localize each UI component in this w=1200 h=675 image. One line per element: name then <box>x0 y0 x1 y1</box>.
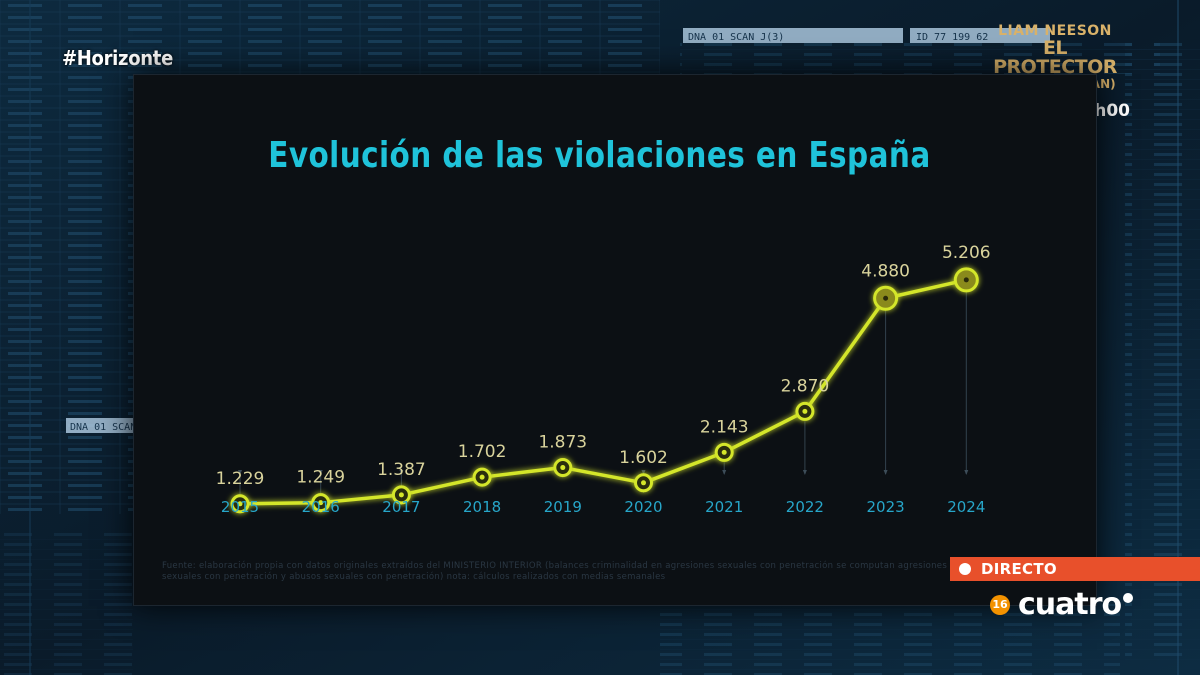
promo-title: EL PROTECTOR <box>993 37 1117 78</box>
channel-name: cuatro <box>1018 587 1122 622</box>
drop-line-arrow-icon <box>318 470 323 475</box>
live-dot-icon <box>959 563 971 575</box>
age-rating-badge: 16 <box>990 594 1010 615</box>
x-tick-label: 2021 <box>705 498 743 516</box>
data-point-center <box>963 277 969 283</box>
scan-label-left: DNA 01 SCAN <box>70 422 136 433</box>
value-label: 1.873 <box>538 433 587 453</box>
data-point-center <box>237 501 243 507</box>
chart-title: Evolución de las violaciones en España <box>268 135 931 176</box>
x-tick-label: 2024 <box>947 498 985 516</box>
value-label: 1.602 <box>619 448 668 468</box>
value-label: 5.206 <box>942 243 991 263</box>
value-label: 2.143 <box>700 417 749 437</box>
data-point-center <box>398 492 404 498</box>
x-tick-label: 2015 <box>221 498 259 516</box>
data-point-center <box>318 500 324 506</box>
x-tick-label: 2023 <box>867 498 905 516</box>
value-label: 2.870 <box>781 376 830 396</box>
data-point-center <box>479 474 485 480</box>
data-point-center <box>641 480 646 486</box>
chart-panel <box>133 74 1097 606</box>
x-tick-label: 2020 <box>624 498 662 516</box>
data-point-center <box>560 465 566 471</box>
drop-line-arrow-icon <box>399 470 404 475</box>
value-label: 1.702 <box>458 442 507 462</box>
promo-actor: LIAM NEESON <box>998 23 1112 39</box>
x-tick-label: 2016 <box>302 498 340 516</box>
source-note: Fuente: elaboración propia con datos ori… <box>162 561 948 582</box>
x-tick-label: 2017 <box>382 498 420 516</box>
drop-line-arrow-icon <box>883 470 888 475</box>
program-hashtag: #Horizonte <box>62 46 173 70</box>
value-label: 1.249 <box>296 468 345 488</box>
data-point-center <box>721 449 727 455</box>
live-indicator: DIRECTO <box>950 557 1200 581</box>
x-tick-label: 2019 <box>544 498 582 516</box>
value-label: 4.880 <box>861 261 910 281</box>
live-label: DIRECTO <box>981 560 1057 578</box>
series-line <box>239 278 967 506</box>
data-point-center <box>883 295 889 301</box>
drop-line-arrow-icon <box>964 470 969 475</box>
scan-label: DNA 01 SCAN J(3) <box>688 32 784 43</box>
id-label: ID 77 199 62 <box>916 32 988 43</box>
x-tick-label: 2018 <box>463 498 501 516</box>
channel-logo: 16 cuatro <box>990 587 1134 622</box>
value-label: 1.387 <box>377 460 426 480</box>
drop-line-arrow-icon <box>641 470 646 475</box>
drop-line-arrow-icon <box>802 470 807 475</box>
drop-line-arrow-icon <box>722 470 727 475</box>
x-tick-label: 2022 <box>786 498 824 516</box>
drop-line-arrow-icon <box>238 470 242 475</box>
channel-dot-icon <box>1123 592 1134 603</box>
data-point-center <box>802 408 808 414</box>
value-label: 1.229 <box>216 469 265 489</box>
